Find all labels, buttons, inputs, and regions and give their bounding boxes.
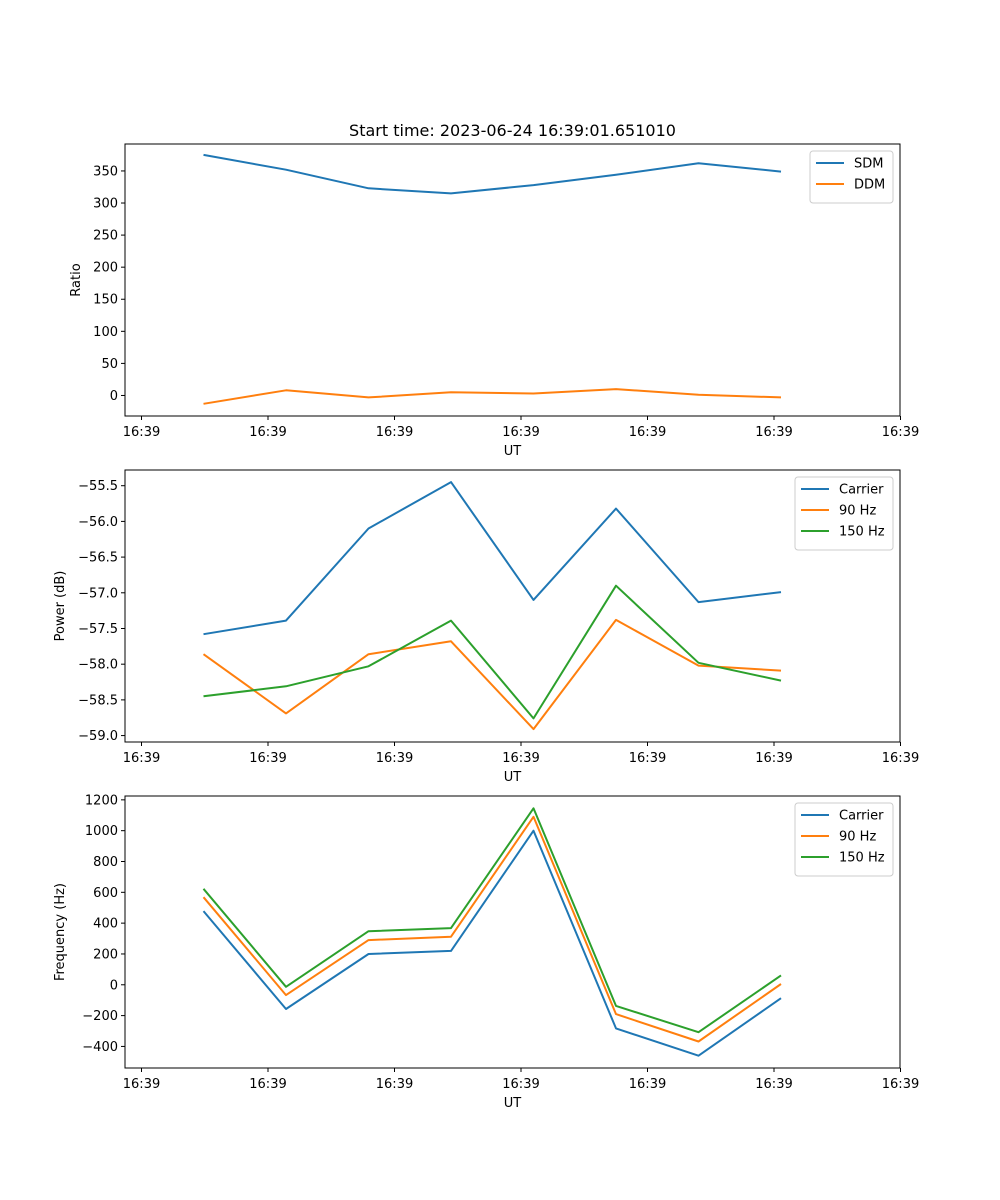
panel-3: −400 −200 0 200 400 600 800 1000 1200 16:39 16:39 1… — [53, 793, 919, 1111]
series-line-sdm — [203, 153, 782, 195]
y-axis-label: Frequency (Hz) — [53, 883, 68, 981]
x-axis-label: UT — [504, 444, 522, 459]
y-tick-label: 1000 — [85, 824, 118, 839]
axes-frame — [124, 469, 901, 743]
chart-title: Start time: 2023-06-24 16:39:01.651010 — [349, 121, 676, 140]
y-tick-label: −57.0 — [78, 586, 118, 601]
x-tick-label: 16:39 — [882, 751, 919, 766]
y-tick-label: −57.5 — [78, 622, 118, 637]
y-tick-label: 800 — [93, 855, 118, 870]
panel-1: 0 50 100 150 200 250 300 350 16:39 16:39 16:39 16:3… — [69, 143, 919, 459]
y-tick-label: −56.5 — [78, 551, 118, 566]
legend: SDM DDM — [809, 150, 894, 204]
x-tick-label: 16:39 — [755, 425, 792, 440]
y-tick-label: 200 — [93, 947, 118, 962]
y-tick-label: 150 — [93, 293, 118, 308]
x-tick-label: 16:39 — [629, 425, 666, 440]
series-line-150-hz — [203, 584, 782, 720]
x-tick-label: 16:39 — [249, 751, 286, 766]
x-tick-label: 16:39 — [123, 751, 160, 766]
legend-label: 150 Hz — [839, 525, 885, 540]
x-tick-label: 16:39 — [249, 1077, 286, 1092]
legend-label: Carrier — [839, 483, 884, 498]
y-axis-label: Ratio — [69, 263, 84, 296]
x-tick-label: 16:39 — [882, 1077, 919, 1092]
x-tick-label: 16:39 — [376, 751, 413, 766]
series-line-ddm — [203, 388, 782, 405]
y-tick-label: 600 — [93, 886, 118, 901]
series-line-90-hz — [202, 618, 782, 731]
y-tick-label: 250 — [93, 229, 118, 244]
y-axis-label: Power (dB) — [53, 571, 68, 642]
series-line-carrier — [203, 481, 782, 636]
y-tick-label: 300 — [93, 197, 118, 212]
x-tick-label: 16:39 — [123, 1077, 160, 1092]
series-line-90-hz — [202, 815, 782, 1043]
legend-label: 90 Hz — [839, 830, 876, 845]
axes-frame — [124, 143, 901, 417]
x-tick-label: 16:39 — [502, 1077, 539, 1092]
x-tick-label: 16:39 — [502, 751, 539, 766]
series-line-150-hz — [202, 807, 782, 1034]
panel-2: −59.0 −58.5 −58.0 −57.5 −57.0 −56.5 −56.0 −55.5… — [53, 469, 919, 785]
legend: Carrier 90 Hz 150 Hz — [794, 476, 894, 551]
axes-frame — [124, 795, 901, 1069]
y-tick-label: 0 — [110, 389, 118, 404]
series-line-carrier — [202, 829, 782, 1057]
y-tick-label: −55.5 — [78, 479, 118, 494]
legend-label: SDM — [854, 157, 883, 172]
y-tick-label: 0 — [110, 978, 118, 993]
x-tick-label: 16:39 — [249, 425, 286, 440]
x-tick-label: 16:39 — [755, 1077, 792, 1092]
x-tick-label: 16:39 — [376, 425, 413, 440]
legend: Carrier 90 Hz 150 Hz — [794, 802, 894, 877]
y-tick-label: 200 — [93, 261, 118, 276]
y-tick-label: 350 — [93, 164, 118, 179]
x-tick-label: 16:39 — [755, 751, 792, 766]
y-tick-label: 1200 — [85, 793, 118, 808]
x-axis-label: UT — [504, 770, 522, 785]
y-tick-label: 400 — [93, 917, 118, 932]
x-axis-label: UT — [504, 1096, 522, 1111]
x-tick-label: 16:39 — [629, 751, 666, 766]
y-tick-label: −58.0 — [78, 658, 118, 673]
x-tick-label: 16:39 — [123, 425, 160, 440]
legend-label: 90 Hz — [839, 504, 876, 519]
y-tick-label: −56.0 — [78, 515, 118, 530]
x-tick-label: 16:39 — [629, 1077, 666, 1092]
y-tick-label: −200 — [82, 1009, 118, 1024]
y-tick-label: 100 — [93, 325, 118, 340]
y-tick-label: −59.0 — [78, 729, 118, 744]
y-tick-label: −400 — [82, 1040, 118, 1055]
legend-label: Carrier — [839, 809, 884, 824]
y-tick-label: −58.5 — [78, 693, 118, 708]
y-tick-label: 50 — [101, 357, 118, 372]
legend-label: DDM — [854, 178, 885, 193]
x-tick-label: 16:39 — [882, 425, 919, 440]
x-tick-label: 16:39 — [376, 1077, 413, 1092]
legend-label: 150 Hz — [839, 851, 885, 866]
x-tick-label: 16:39 — [502, 425, 539, 440]
